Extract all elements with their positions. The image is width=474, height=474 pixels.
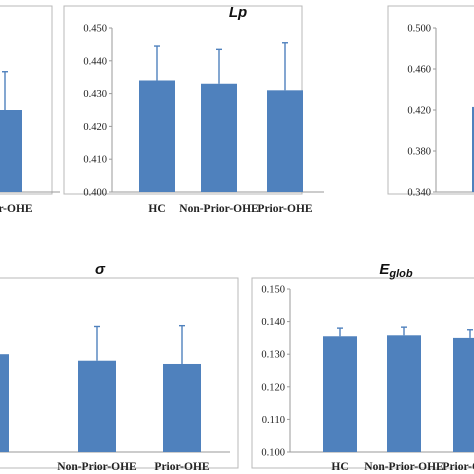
y-tick-label: 0.120 xyxy=(261,382,285,393)
panel-right-top: 0.340 0.380 0.420 0.460 0.500 xyxy=(387,5,474,199)
y-tick-label: 0.380 xyxy=(407,147,431,158)
bar-hc xyxy=(0,354,9,452)
category-label: HC xyxy=(148,203,165,215)
panel-eglob: Eglob 0.100 0.110 0.120 0.130 0.140 0.150 HC Non… xyxy=(251,261,474,473)
y-tick-label: 0.340 xyxy=(407,188,431,199)
y-tick-label: 0.400 xyxy=(83,188,107,199)
panel-frame xyxy=(387,5,474,195)
bar-non-prior-ohe xyxy=(201,83,237,192)
y-tick-label: 0.410 xyxy=(83,155,107,166)
category-label: Non-Prior-OHE xyxy=(179,203,259,215)
category-label: Non-Prior-OHE xyxy=(364,461,444,473)
bar-hc xyxy=(139,80,175,192)
panel-frame xyxy=(251,277,474,469)
y-tick-label: 0.500 xyxy=(407,24,431,35)
category-label: Prior-OHE xyxy=(154,461,209,473)
bar-prior-ohe xyxy=(163,363,201,452)
y-tick-label: 0.100 xyxy=(261,448,285,459)
y-tick-label: 0.150 xyxy=(261,285,285,296)
panel-title: Eglob xyxy=(379,261,413,280)
category-label: Prior-OHE xyxy=(257,203,312,215)
bar-non-prior-ohe xyxy=(387,335,421,452)
y-tick-label: 0.430 xyxy=(83,89,107,100)
y-tick-label: 0.140 xyxy=(261,317,285,328)
y-tick-label: 0.420 xyxy=(83,122,107,133)
bar-prior-ohe xyxy=(0,110,22,192)
category-label: Prior-OHE xyxy=(0,203,33,215)
panel-frame xyxy=(0,5,53,195)
y-tick-label: 0.440 xyxy=(83,56,107,67)
panel-lp: Lp 0.400 0.410 0.420 0.430 0.440 0.450 HC Non-Pr… xyxy=(63,4,324,215)
y-tick-label: 0.420 xyxy=(407,106,431,117)
y-tick-label: 0.110 xyxy=(262,415,285,426)
category-label: HC xyxy=(331,461,348,473)
bar-prior-ohe xyxy=(453,337,474,452)
bar-non-prior-ohe xyxy=(78,360,116,452)
y-tick-label: 0.450 xyxy=(83,24,107,35)
panel-left-top: Prior-OHE xyxy=(0,5,60,215)
category-label: Non-Prior-OHE xyxy=(57,461,137,473)
category-label: Prior-OHE xyxy=(442,461,474,473)
bar-hc xyxy=(472,106,474,192)
panel-title: σ xyxy=(95,261,106,278)
bar-prior-ohe xyxy=(267,90,303,192)
panel-frame xyxy=(0,277,239,469)
bar-hc xyxy=(323,336,357,452)
y-tick-label: 0.130 xyxy=(261,350,285,361)
y-tick-label: 0.460 xyxy=(407,65,431,76)
panel-title: Lp xyxy=(229,4,247,21)
